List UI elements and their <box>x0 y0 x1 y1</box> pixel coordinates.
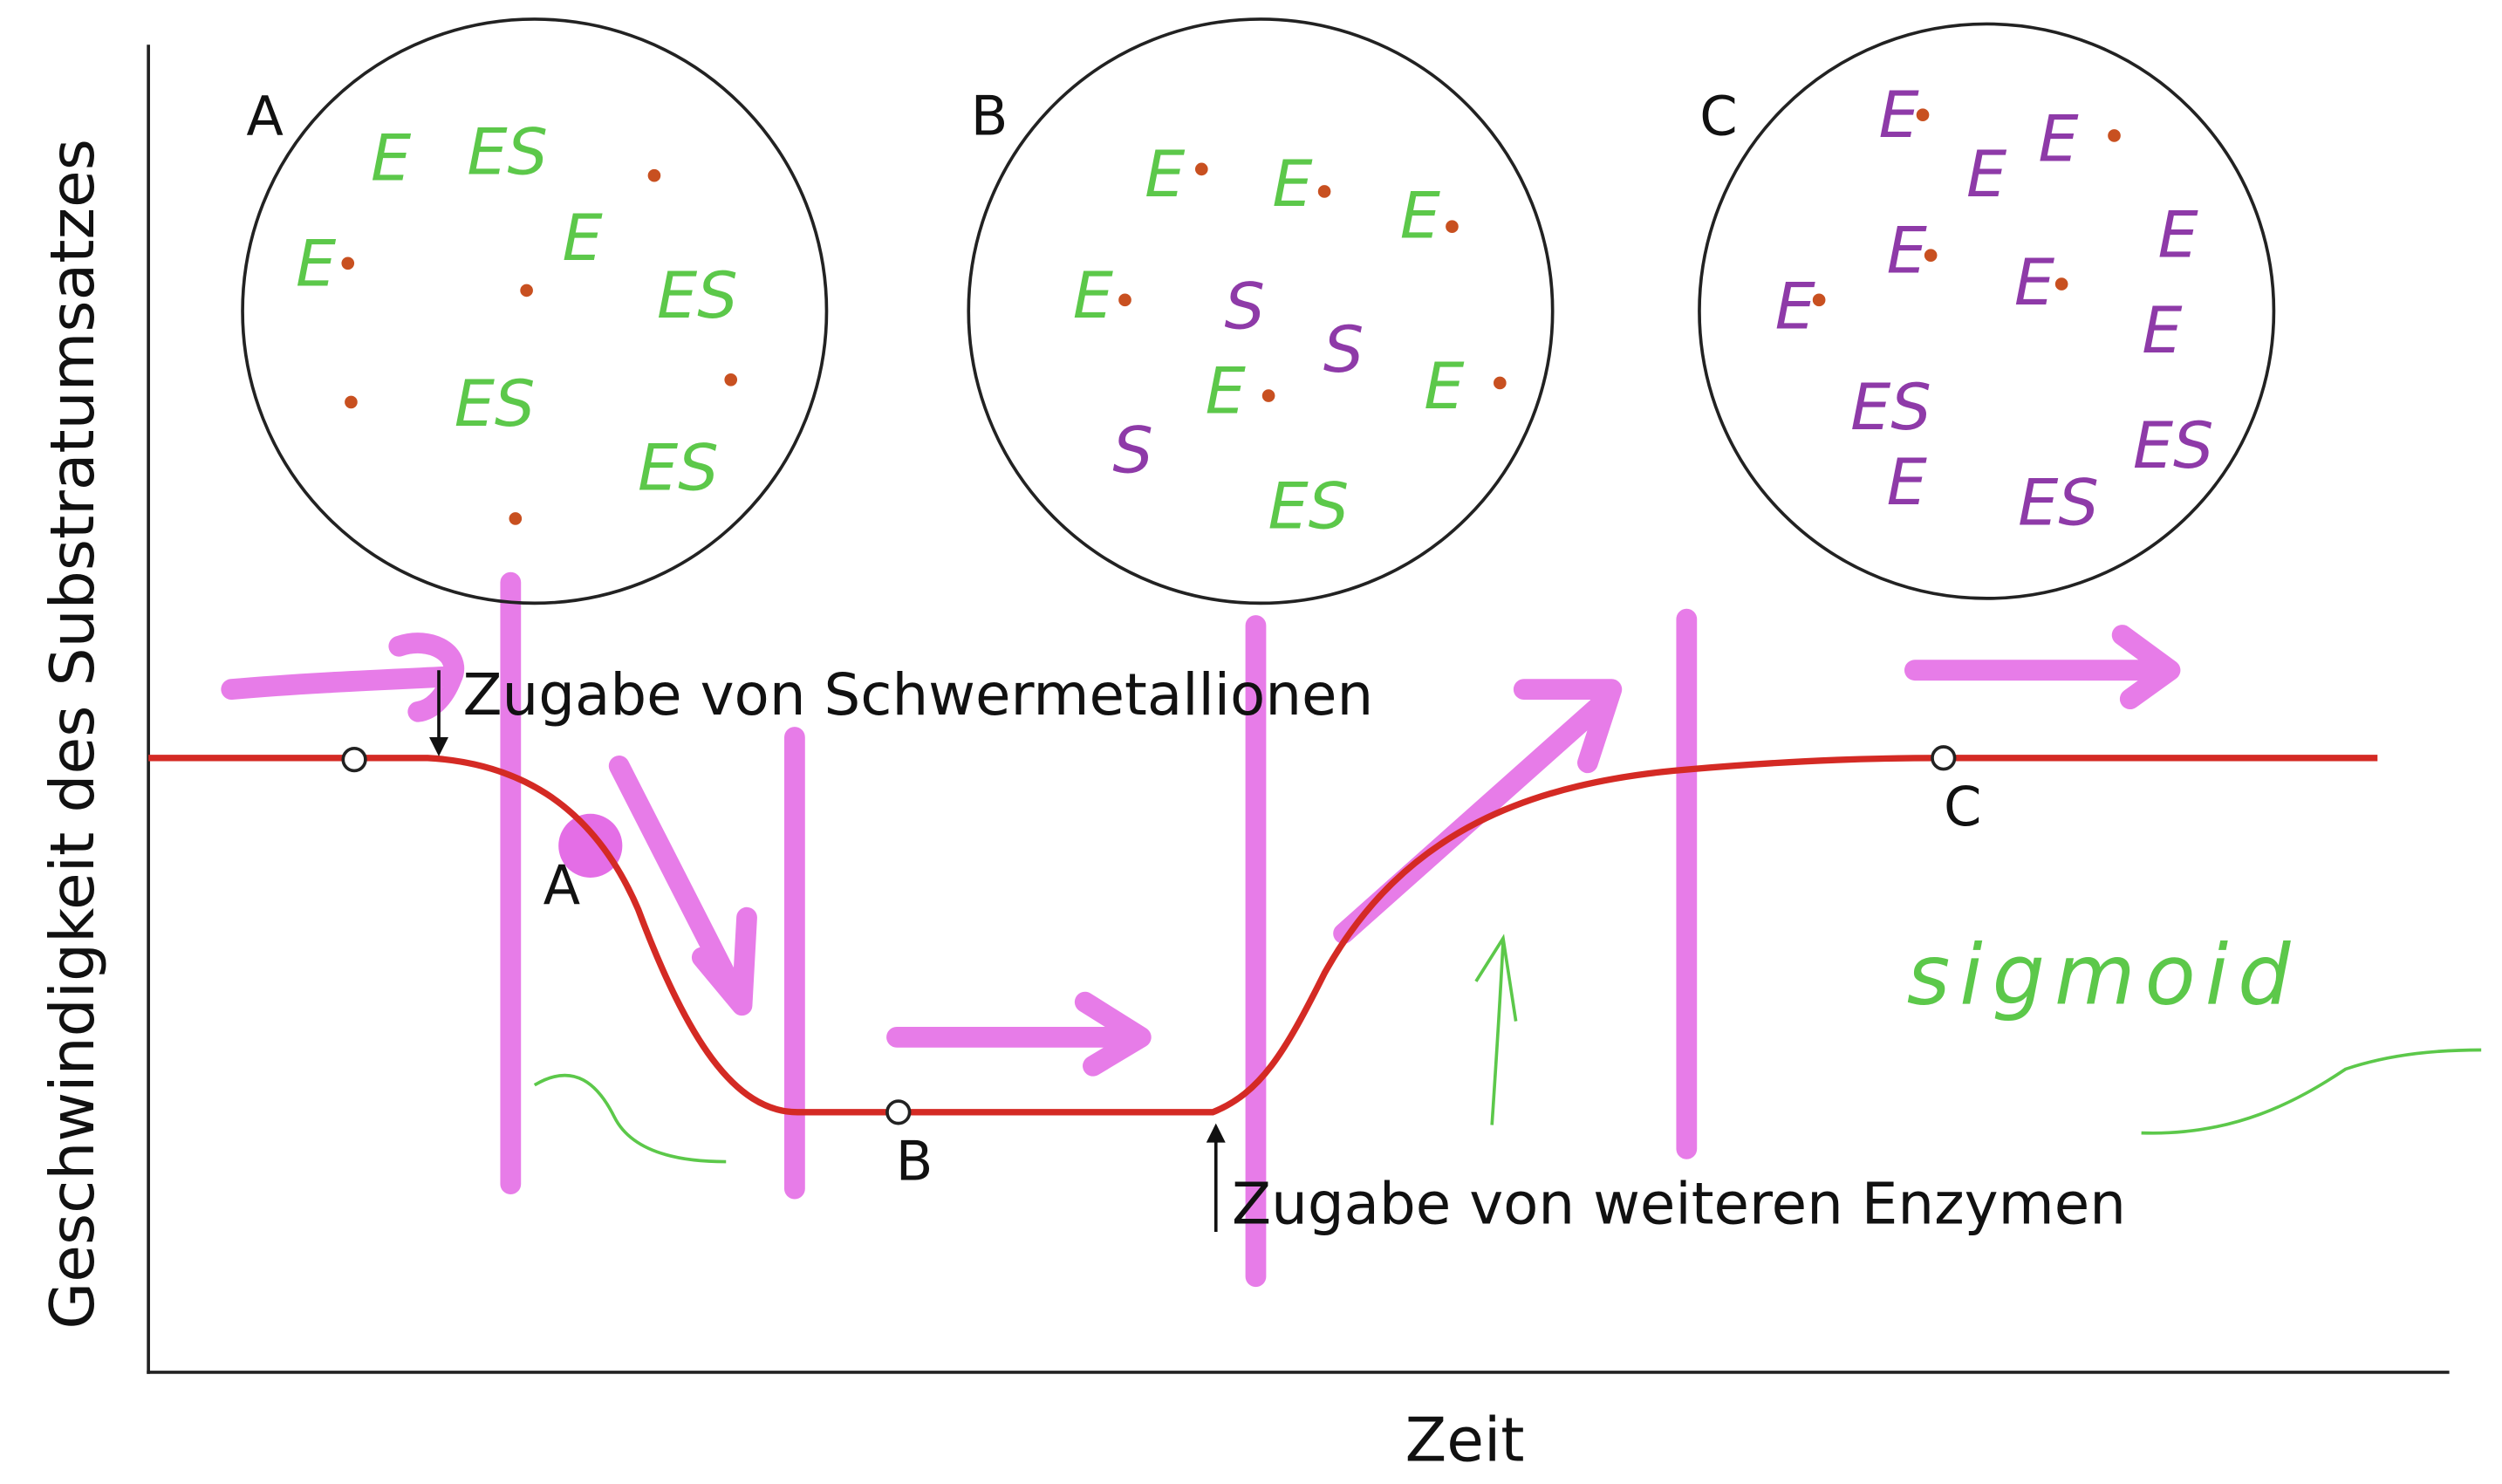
substrate-dot <box>1494 377 1507 390</box>
substrate-dot <box>1195 163 1208 176</box>
molecule-label: ES <box>455 367 536 441</box>
marker-stroke <box>619 766 747 1005</box>
molecule-label: E <box>371 122 412 196</box>
marker-stroke <box>1915 635 2170 699</box>
substrate-dot <box>345 396 358 409</box>
molecule-label: E <box>1424 350 1465 424</box>
substrate-dot <box>1917 108 1930 121</box>
substrate-dot <box>2055 277 2068 291</box>
handwritten-stroke <box>2142 1050 2482 1133</box>
molecule-label: S <box>1323 313 1364 387</box>
page: { "axes": {"y_label": "Geschwindigkeit d… <box>0 0 2502 1484</box>
substrate-dot <box>520 284 533 297</box>
molecule-label: E <box>1887 446 1928 520</box>
handwritten-sigmoid: sigmoid <box>1907 928 2300 1024</box>
point-label: B <box>896 1129 933 1193</box>
molecule-label: E <box>1887 215 1928 289</box>
x-axis-label: Zeit <box>1405 1405 1525 1475</box>
molecule-label: E <box>1966 138 2007 212</box>
substrate-dot <box>509 512 523 525</box>
molecule-label: E <box>2014 246 2055 320</box>
molecule-label: E <box>1272 147 1313 222</box>
circle-label: B <box>971 84 1008 147</box>
molecule-label: E <box>563 202 604 276</box>
molecule-label: ES <box>638 431 719 505</box>
molecule-label: E <box>2038 103 2079 177</box>
substrate-dot <box>1118 294 1131 307</box>
circle-label: C <box>1699 84 1737 147</box>
molecule-label: E <box>1400 179 1441 253</box>
arrow-head <box>429 737 448 756</box>
handwritten-stroke <box>535 1076 726 1162</box>
substrate-dot <box>648 169 661 182</box>
substrate-dot <box>1924 249 1938 262</box>
molecule-label: ES <box>1850 371 1931 445</box>
point-label: C <box>1944 775 1981 838</box>
molecule-label: ES <box>2018 467 2099 541</box>
substrate-dot <box>1318 185 1331 198</box>
marker-stroke <box>231 643 454 712</box>
substrate-dot <box>1813 294 1826 307</box>
molecule-label: E <box>2142 294 2183 368</box>
arrow-head <box>1207 1124 1226 1143</box>
molecule-label: E <box>1073 259 1114 333</box>
molecule-label: E <box>1878 79 1919 153</box>
substrate-dot <box>341 256 354 270</box>
molecule-label: E <box>1206 355 1247 429</box>
molecule-label: E <box>1145 138 1186 212</box>
molecule-label: E <box>296 227 337 301</box>
point-label: A <box>543 853 581 917</box>
marker-stroke <box>1343 689 1611 933</box>
substrate-dot <box>1446 220 1459 233</box>
state-circle <box>243 19 826 603</box>
substrate-dot <box>724 373 737 386</box>
diagram: Geschwindigkeit des Substratumsatzes Zei… <box>0 0 2502 1484</box>
molecule-label: ES <box>657 259 738 333</box>
molecule-label: E <box>1775 270 1816 345</box>
state-point <box>1932 747 1955 769</box>
state-point <box>887 1101 910 1124</box>
molecule-label: ES <box>1268 469 1350 544</box>
y-axis-label: Geschwindigkeit des Substratumsatzes <box>38 139 108 1330</box>
molecule-label: ES <box>2133 409 2214 483</box>
state-point <box>343 749 366 771</box>
marker-stroke <box>897 1002 1141 1066</box>
molecule-label: E <box>2158 198 2199 272</box>
substrate-dot <box>1262 389 1275 402</box>
molecule-label: S <box>1112 414 1152 488</box>
circle-label: A <box>246 84 284 147</box>
molecule-label: ES <box>467 115 548 189</box>
handwritten-arrow <box>1476 938 1516 1125</box>
molecule-label: S <box>1224 270 1264 345</box>
annotation-metal: Zugabe von Schwermetallionen <box>462 661 1373 728</box>
annotation-enzymes: Zugabe von weiteren Enzymen <box>1232 1171 2126 1238</box>
substrate-dot <box>2108 129 2121 142</box>
